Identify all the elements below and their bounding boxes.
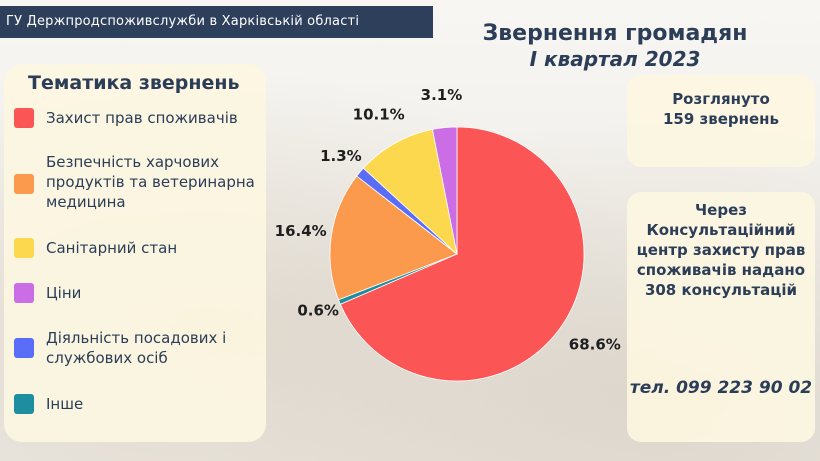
legend-swatch bbox=[14, 174, 34, 194]
pie-slice-label: 10.1% bbox=[353, 105, 405, 123]
phone-number: тел. 099 223 90 02 bbox=[629, 378, 813, 398]
consultations-text: Через Консультаційний центр захисту прав… bbox=[636, 201, 806, 299]
legend-label: Ціни bbox=[46, 284, 82, 302]
legend-swatch bbox=[14, 338, 34, 358]
legend-label: Санітарний стан bbox=[46, 239, 178, 257]
legend-swatch bbox=[14, 283, 34, 303]
pie-slice-label: 68.6% bbox=[569, 336, 621, 354]
page-title: Звернення громадян bbox=[482, 21, 748, 46]
consultations-box: Через Консультаційний центр захисту прав… bbox=[627, 192, 815, 442]
legend-label: Діяльність посадових і службових осіб bbox=[46, 329, 227, 367]
legend-label: Інше bbox=[46, 395, 84, 413]
pie-slice-2 bbox=[329, 175, 458, 301]
pie-chart: 68.6% 0.6% 16.4% 1.3% 10.1% 3.1% bbox=[275, 86, 621, 382]
legend-swatch bbox=[14, 108, 34, 128]
legend-title: Тематика звернень bbox=[28, 72, 240, 94]
pie-slice-label: 1.3% bbox=[320, 147, 362, 165]
reviewed-text: Розглянуто 159 звернень bbox=[662, 90, 780, 128]
pie-slice-5 bbox=[431, 126, 458, 255]
organization-banner: ГУ Держпродспоживслужби в Харківській об… bbox=[0, 6, 433, 38]
legend-panel: Тематика звернень Захист прав споживачів… bbox=[4, 64, 266, 442]
page-subtitle: І квартал 2023 bbox=[529, 47, 701, 71]
pie-slice-label: 0.6% bbox=[297, 302, 339, 320]
reviewed-box: Розглянуто 159 звернень bbox=[627, 75, 815, 167]
pie-slice-label: 3.1% bbox=[421, 86, 463, 104]
pie-slice-4 bbox=[362, 128, 458, 256]
pie-slice-0 bbox=[339, 126, 585, 382]
pie-slice-label: 16.4% bbox=[275, 222, 327, 240]
legend-swatch bbox=[14, 394, 34, 414]
legend-label: Захист прав споживачів bbox=[46, 109, 238, 127]
legend-label: Безпечність харчових продуктів та ветери… bbox=[46, 153, 255, 211]
legend-swatch bbox=[14, 238, 34, 258]
